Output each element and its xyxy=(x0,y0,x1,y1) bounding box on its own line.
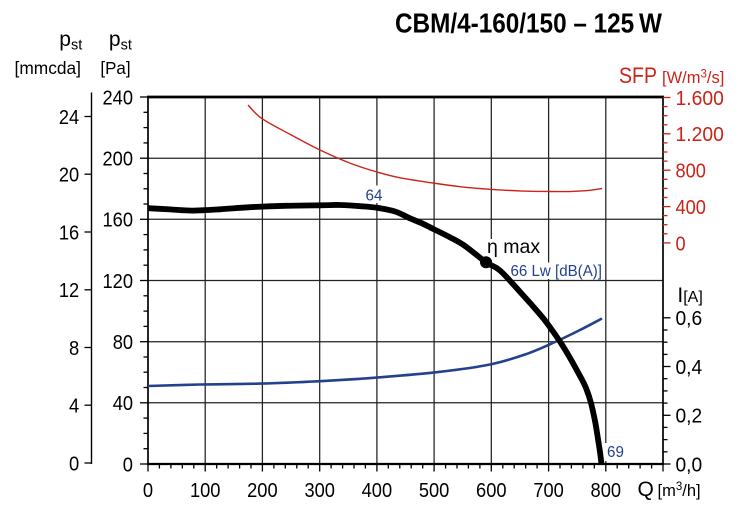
svg-text:24: 24 xyxy=(59,106,79,129)
svg-text:160: 160 xyxy=(103,209,134,232)
svg-text:700: 700 xyxy=(533,479,564,502)
svg-text:500: 500 xyxy=(419,479,450,502)
svg-text:40: 40 xyxy=(113,392,133,415)
svg-text:0: 0 xyxy=(123,453,133,476)
svg-text:400: 400 xyxy=(676,196,706,219)
svg-text:800: 800 xyxy=(591,479,622,502)
svg-text:η max: η max xyxy=(487,236,540,258)
svg-text:Q: Q xyxy=(638,478,654,501)
svg-text:0,6: 0,6 xyxy=(676,307,703,330)
svg-text:16: 16 xyxy=(59,221,79,244)
svg-text:120: 120 xyxy=(103,270,134,293)
svg-text:CBM/4-160/150 – 125 W: CBM/4-160/150 – 125 W xyxy=(395,7,662,38)
svg-text:[m3/h]: [m3/h] xyxy=(658,481,701,500)
svg-text:300: 300 xyxy=(304,479,335,502)
svg-text:20: 20 xyxy=(59,164,79,187)
svg-text:200: 200 xyxy=(247,479,278,502)
svg-text:800: 800 xyxy=(676,160,706,183)
svg-text:80: 80 xyxy=(113,331,133,354)
svg-text:[Pa]: [Pa] xyxy=(100,58,130,78)
svg-text:12: 12 xyxy=(59,279,79,302)
svg-text:I[A]: I[A] xyxy=(677,284,702,307)
svg-text:600: 600 xyxy=(476,479,507,502)
svg-text:200: 200 xyxy=(103,148,134,171)
svg-text:1.600: 1.600 xyxy=(676,87,724,110)
svg-text:0,0: 0,0 xyxy=(676,453,703,476)
svg-text:[W/m3/s]: [W/m3/s] xyxy=(662,69,724,88)
svg-text:0,4: 0,4 xyxy=(676,356,703,379)
svg-text:0,2: 0,2 xyxy=(676,405,703,428)
svg-text:66 Lw [dB(A)]: 66 Lw [dB(A)] xyxy=(511,263,603,280)
svg-text:[mmcda]: [mmcda] xyxy=(15,58,82,78)
svg-text:69: 69 xyxy=(607,444,624,461)
svg-text:SFP: SFP xyxy=(619,63,657,88)
svg-text:0: 0 xyxy=(676,232,686,255)
svg-text:64: 64 xyxy=(366,188,383,205)
svg-text:240: 240 xyxy=(103,86,134,109)
svg-text:8: 8 xyxy=(69,337,79,360)
svg-text:100: 100 xyxy=(190,479,221,502)
svg-text:0: 0 xyxy=(69,452,79,475)
svg-text:1.200: 1.200 xyxy=(676,123,724,146)
svg-text:400: 400 xyxy=(362,479,393,502)
svg-text:4: 4 xyxy=(69,395,79,418)
svg-text:0: 0 xyxy=(143,479,153,502)
